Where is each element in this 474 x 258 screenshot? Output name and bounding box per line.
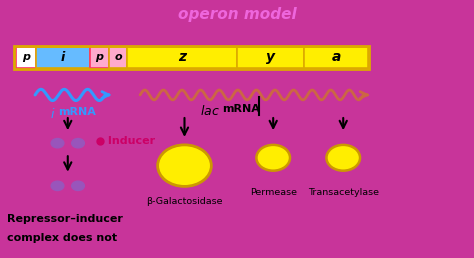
- Bar: [304, 47, 367, 68]
- Text: z: z: [178, 50, 186, 64]
- Ellipse shape: [51, 139, 64, 148]
- Text: o: o: [114, 52, 122, 62]
- Bar: [109, 47, 127, 68]
- Text: p: p: [96, 52, 103, 62]
- Ellipse shape: [327, 145, 360, 171]
- Ellipse shape: [72, 139, 84, 148]
- Text: Repressor–inducer: Repressor–inducer: [7, 214, 123, 224]
- Text: y: y: [266, 50, 275, 64]
- Text: operon model: operon model: [178, 7, 296, 22]
- Text: complex does not: complex does not: [7, 233, 117, 243]
- Text: p: p: [22, 52, 30, 62]
- Text: $lac$: $lac$: [200, 104, 219, 118]
- Ellipse shape: [158, 145, 211, 186]
- Text: β-Galactosidase: β-Galactosidase: [146, 197, 223, 206]
- Text: mRNA: mRNA: [222, 104, 260, 114]
- Text: a: a: [331, 50, 341, 64]
- Text: $i$: $i$: [50, 107, 55, 121]
- Text: Transacetylase: Transacetylase: [308, 188, 379, 197]
- Bar: [237, 47, 304, 68]
- Text: i: i: [61, 51, 65, 64]
- Bar: [36, 47, 90, 68]
- Text: Permease: Permease: [250, 188, 297, 197]
- Text: mRNA: mRNA: [58, 107, 96, 117]
- Text: Inducer: Inducer: [104, 136, 155, 146]
- Ellipse shape: [256, 145, 290, 171]
- Bar: [90, 47, 109, 68]
- Bar: [127, 47, 237, 68]
- Bar: [17, 47, 36, 68]
- Ellipse shape: [51, 181, 64, 190]
- Ellipse shape: [72, 181, 84, 190]
